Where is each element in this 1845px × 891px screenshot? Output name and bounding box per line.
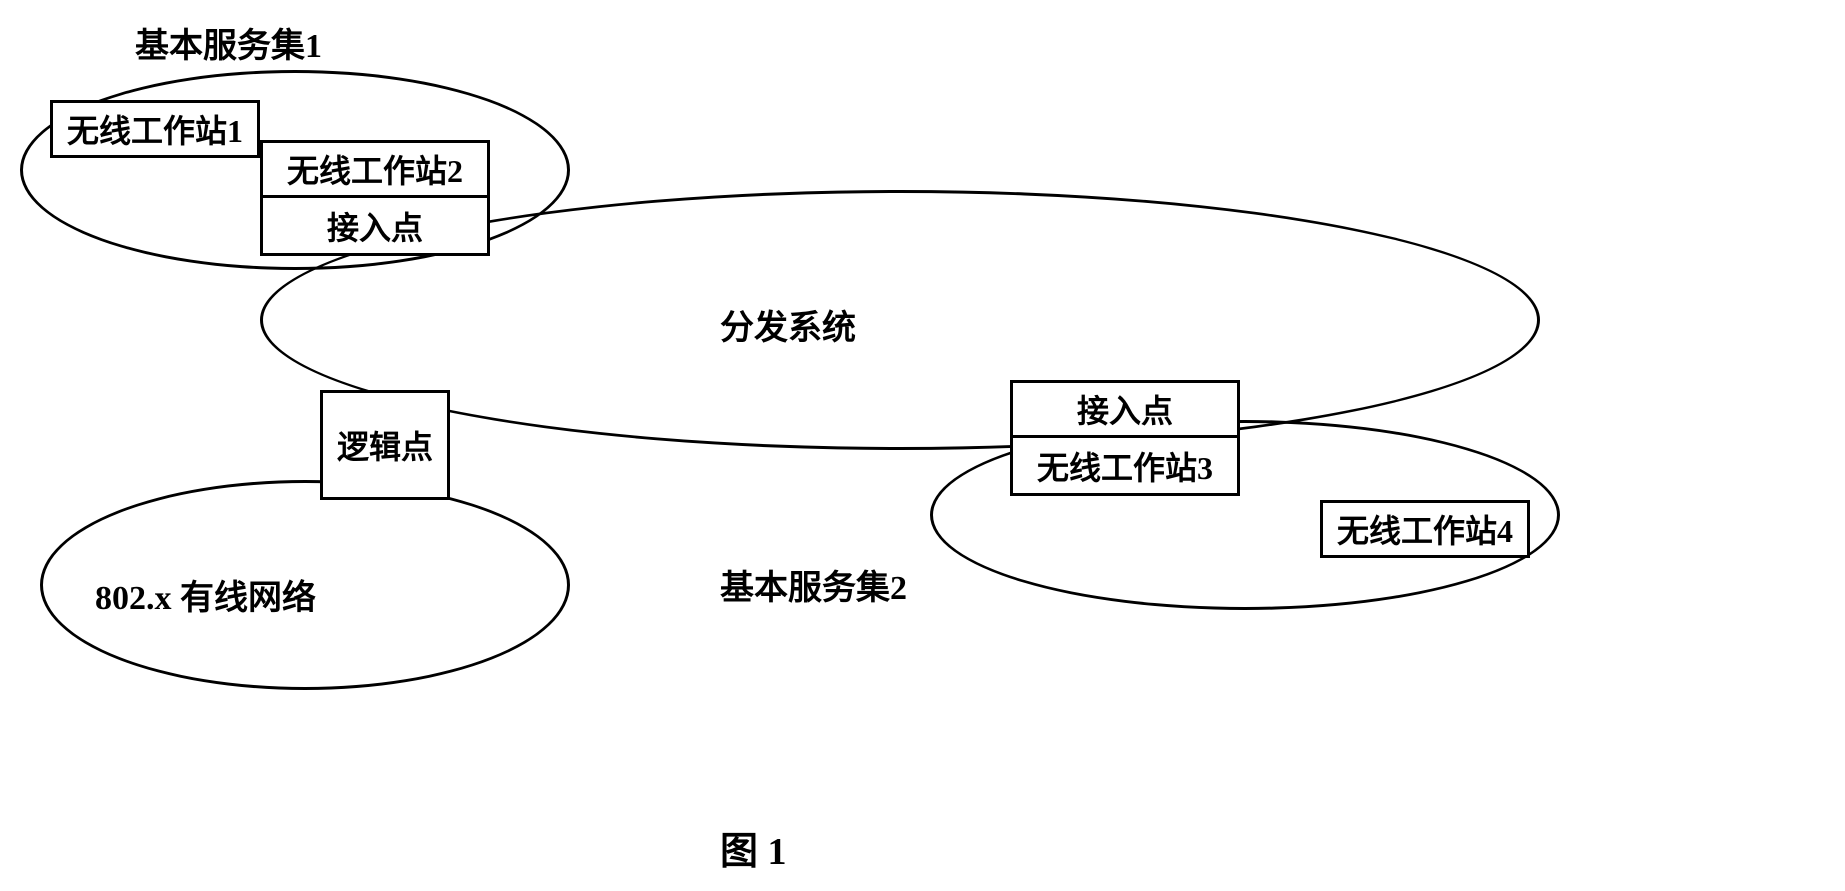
sta2-ap-stack: 无线工作站2 接入点 bbox=[260, 140, 490, 256]
bss1-title: 基本服务集1 bbox=[135, 18, 322, 67]
ap-sta3-stack: 接入点 无线工作站3 bbox=[1010, 380, 1240, 496]
ap1-label: 接入点 bbox=[327, 203, 423, 249]
sta2-label: 无线工作站2 bbox=[287, 146, 463, 192]
sta4-label: 无线工作站4 bbox=[1337, 506, 1513, 552]
bss2-title: 基本服务集2 bbox=[720, 560, 907, 609]
portal-box: 逻辑点 bbox=[320, 390, 450, 500]
wired-title: 802.x 有线网络 bbox=[95, 570, 316, 619]
ap2-box: 接入点 bbox=[1010, 380, 1240, 438]
sta3-box: 无线工作站3 bbox=[1010, 438, 1240, 496]
sta2-box: 无线工作站2 bbox=[260, 140, 490, 198]
sta1-box: 无线工作站1 bbox=[50, 100, 260, 158]
portal-label: 逻辑点 bbox=[337, 422, 433, 468]
sta3-label: 无线工作站3 bbox=[1037, 443, 1213, 489]
ds-title: 分发系统 bbox=[720, 300, 856, 349]
ap2-label: 接入点 bbox=[1077, 386, 1173, 432]
sta1-label: 无线工作站1 bbox=[67, 106, 243, 152]
figure-caption: 图 1 bbox=[720, 820, 787, 875]
sta4-box: 无线工作站4 bbox=[1320, 500, 1530, 558]
ap1-box: 接入点 bbox=[260, 198, 490, 256]
